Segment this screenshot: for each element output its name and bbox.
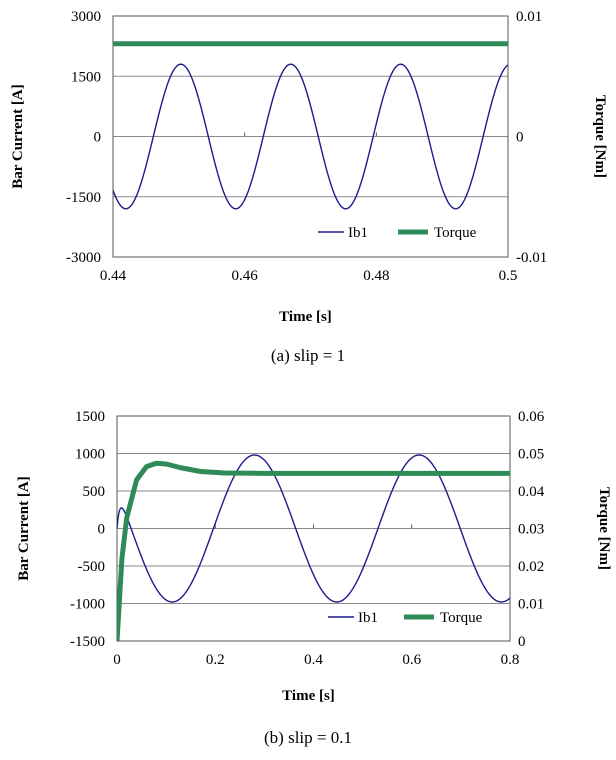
y-left-tick-label: -1500 — [66, 190, 101, 206]
y-left-tick-label: 1500 — [71, 69, 101, 85]
y-left-tick-label: 500 — [83, 484, 106, 500]
y-left-tick-label: 1500 — [75, 409, 105, 425]
chart-a: -3000 -1500 0 1500 3000 -0.01 0 0.01 0.44 0.46 0.4… — [10, 9, 608, 365]
chart-b: -1500 -1000 -500 0 500 1000 1500 0 0.01 0.02 0.03 0… — [16, 409, 612, 747]
y-left-axis-label: Bar Current [A] — [16, 476, 32, 580]
chart-caption: (a) slip = 1 — [271, 346, 345, 365]
y-left-tick-label: 0 — [94, 130, 102, 146]
series-ib1-line — [117, 454, 510, 603]
y-right-tick-label: 0.05 — [518, 447, 544, 463]
x-axis-label: Time [s] — [279, 309, 332, 325]
x-tick-label: 0.8 — [501, 652, 520, 668]
legend-label-torque: Torque — [440, 610, 483, 626]
legend-label-torque: Torque — [434, 225, 477, 241]
y-left-tick-label: -500 — [78, 559, 106, 575]
x-tick-label: 0.2 — [206, 652, 225, 668]
y-right-tick-label: 0.03 — [518, 522, 544, 538]
x-tick-label: 0.6 — [402, 652, 421, 668]
x-tick-label: 0.48 — [363, 268, 389, 284]
legend: Ib1 Torque — [328, 610, 483, 626]
y-right-axis-label: Torque [Nm] — [596, 487, 612, 570]
legend: Ib1 Torque — [318, 225, 477, 241]
series-torque-line — [117, 460, 510, 641]
y-right-tick-label: 0.02 — [518, 559, 544, 575]
x-tick-label: 0 — [113, 652, 121, 668]
y-right-tick-label: 0.01 — [518, 597, 544, 613]
y-left-tick-label: 0 — [98, 522, 106, 538]
y-left-axis-label: Bar Current [A] — [10, 84, 26, 188]
y-left-tick-label: 3000 — [71, 9, 101, 25]
legend-label-ib1: Ib1 — [358, 610, 378, 626]
y-right-tick-label: 0.04 — [518, 484, 545, 500]
y-right-tick-label: 0.01 — [516, 9, 542, 25]
x-tick-label: 0.46 — [232, 268, 259, 284]
legend-label-ib1: Ib1 — [348, 225, 368, 241]
y-left-tick-label: -1000 — [70, 597, 105, 613]
y-right-tick-label: -0.01 — [516, 250, 547, 266]
x-tick-label: 0.44 — [100, 268, 127, 284]
y-left-tick-label: -3000 — [66, 250, 101, 266]
y-right-axis-label: Torque [Nm] — [592, 95, 608, 178]
chart-caption: (b) slip = 0.1 — [264, 728, 352, 747]
y-right-tick-label: 0 — [518, 634, 526, 650]
x-axis-label: Time [s] — [282, 688, 335, 704]
series-ib1-line — [113, 63, 508, 210]
y-right-tick-label: 0 — [516, 130, 524, 146]
plot-area — [112, 15, 509, 258]
y-left-tick-label: -1500 — [70, 634, 105, 650]
y-right-tick-label: 0.06 — [518, 409, 545, 425]
x-tick-label: 0.5 — [499, 268, 518, 284]
y-left-tick-label: 1000 — [75, 447, 105, 463]
x-tick-label: 0.4 — [304, 652, 323, 668]
